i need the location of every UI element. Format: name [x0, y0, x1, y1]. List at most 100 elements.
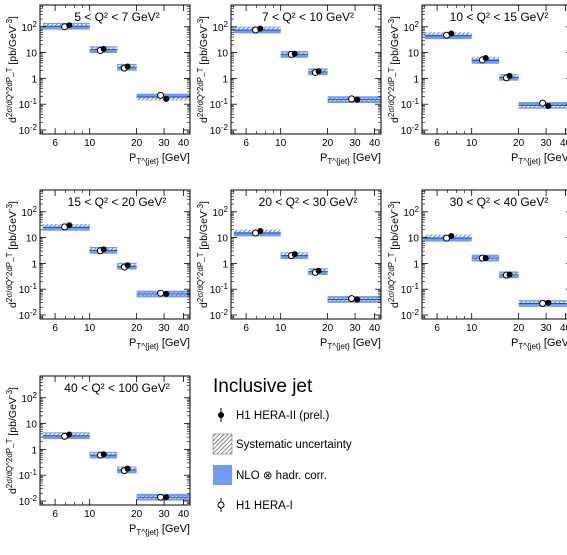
x-axis-label: PT^{jet} [GeV]: [129, 337, 190, 351]
x-tick-label: 40: [178, 509, 190, 520]
open-circle-icon: [217, 498, 225, 512]
hera2-point: [124, 465, 131, 472]
plot-frame: [421, 189, 567, 320]
plot-frame: [230, 189, 382, 320]
hera2-point: [291, 251, 298, 258]
y-tick-label: 10-1: [19, 97, 38, 111]
hera1-point: [157, 493, 165, 501]
y-tick-label: 102: [212, 205, 228, 219]
x-tick-label: 6: [243, 138, 249, 149]
hera2-point: [448, 233, 455, 240]
x-tick-label: 20: [513, 138, 525, 149]
y-tick-label: 102: [21, 205, 37, 219]
y-tick-label: 10-1: [401, 97, 420, 111]
hatched-box-icon: [212, 433, 233, 455]
legend-item-hera2: H1 HERA-II (prel.): [218, 408, 329, 422]
x-tick-label: 30: [541, 138, 553, 149]
hera1-point: [348, 295, 356, 303]
hera2-point: [257, 228, 264, 235]
x-axis-label: PT^{jet} [GeV]: [511, 337, 567, 351]
x-axis-label: PT^{jet} [GeV]: [320, 152, 381, 166]
plot-frame: [39, 189, 191, 320]
hera1-point: [348, 95, 356, 103]
hera2-point: [354, 96, 361, 103]
x-tick-label: 40: [560, 138, 567, 149]
panel-title: 10 < Q² < 15 GeV²: [450, 10, 549, 24]
chart-panel: 102 10 1 10-1 10-2 6 10 20 30 40 PT^{jet} [GeV] d2σ…: [5, 4, 191, 166]
y-tick-label: 10: [26, 420, 38, 431]
x-tick-label: 30: [541, 323, 553, 334]
x-tick-label: 20: [131, 138, 143, 149]
x-tick-label: 10: [275, 323, 287, 334]
y-tick-label: 10-2: [210, 123, 229, 137]
y-tick-label: 102: [403, 205, 419, 219]
hera2-point: [163, 95, 170, 102]
x-tick-label: 30: [159, 323, 171, 334]
x-tick-label: 20: [131, 323, 143, 334]
y-axis-label: d2σ/dQ^2dP_T [pb/GeV-3]: [5, 387, 19, 494]
chart-panel: 102 10 1 10-1 10-2 6 10 20 30 40 PT^{jet} [GeV] d2σ…: [387, 189, 567, 351]
x-tick-label: 20: [131, 509, 143, 520]
hera1-point: [157, 91, 165, 99]
blue-box-icon: [213, 465, 232, 485]
y-axis-label: d2σ/dQ^2dP_T [pb/GeV-3]: [387, 16, 401, 123]
y-tick-label: 102: [21, 20, 37, 34]
y-tick-label: 10-2: [19, 123, 38, 137]
x-axis-label: PT^{jet} [GeV]: [511, 152, 567, 166]
x-tick-label: 20: [322, 138, 334, 149]
x-tick-label: 6: [52, 138, 58, 149]
panel-title: 15 < Q² < 20 GeV²: [68, 195, 167, 209]
y-tick-label: 1: [413, 259, 419, 270]
panel-title: 20 < Q² < 30 GeV²: [259, 195, 358, 209]
hera2-point: [100, 246, 107, 253]
y-axis-label: d2σ/dQ^2dP_T [pb/GeV-3]: [196, 201, 210, 308]
chart-panel: 102 10 1 10-1 10-2 6 10 20 30 40 PT^{jet} [GeV] d2σ…: [387, 4, 567, 166]
y-axis-label: d2σ/dQ^2dP_T [pb/GeV-3]: [387, 201, 401, 308]
y-tick-label: 10-2: [401, 123, 420, 137]
y-tick-label: 10-1: [19, 282, 38, 296]
chart-panel: 102 10 1 10-1 10-2 6 10 20 30 40 PT^{jet} [GeV] d2σ…: [196, 4, 382, 166]
legend-label-hera1: H1 HERA-I: [236, 500, 293, 512]
x-tick-label: 40: [369, 138, 381, 149]
y-tick-label: 10: [408, 49, 420, 60]
chart-panel: 102 10 1 10-1 10-2 6 10 20 30 40 PT^{jet} [GeV] d2σ…: [5, 189, 191, 351]
x-tick-label: 30: [159, 509, 171, 520]
plot-frame: [39, 4, 191, 135]
hera2-point: [315, 68, 322, 75]
x-axis-label: PT^{jet} [GeV]: [129, 152, 190, 166]
y-tick-label: 10-2: [19, 308, 38, 322]
hera2-point: [66, 222, 73, 229]
chart-panel: 102 10 1 10-1 10-2 6 10 20 30 40 PT^{jet} [GeV] d2σ…: [196, 189, 382, 351]
hera2-point: [315, 267, 322, 274]
y-tick-label: 1: [222, 74, 228, 85]
x-tick-label: 6: [243, 323, 249, 334]
legend-item-nlo: NLO ⊗ hadr. corr.: [213, 465, 327, 485]
x-tick-label: 30: [159, 138, 171, 149]
y-axis-label: d2σ/dQ^2dP_T [pb/GeV-3]: [5, 16, 19, 123]
hera1-point: [539, 299, 547, 307]
x-tick-label: 10: [466, 138, 478, 149]
x-tick-label: 40: [369, 323, 381, 334]
x-tick-label: 10: [84, 323, 96, 334]
y-tick-label: 10: [217, 234, 229, 245]
y-axis-label: d2σ/dQ^2dP_T [pb/GeV-3]: [5, 201, 19, 308]
x-tick-label: 10: [466, 323, 478, 334]
hera2-point: [124, 63, 131, 70]
hera2-point: [506, 271, 513, 278]
x-tick-label: 30: [350, 323, 362, 334]
x-tick-label: 10: [84, 138, 96, 149]
y-tick-label: 10: [26, 234, 38, 245]
plot-frame: [230, 4, 382, 135]
x-tick-label: 6: [52, 509, 58, 520]
legend-title: Inclusive jet: [213, 376, 313, 397]
hera2-point: [163, 494, 170, 501]
panel-title: 40 < Q² < 100 GeV²: [64, 381, 169, 395]
hera2-point: [354, 296, 361, 303]
hera2-point: [66, 431, 73, 438]
y-tick-label: 1: [413, 74, 419, 85]
hera1-point: [539, 99, 547, 107]
hera2-point: [506, 72, 513, 79]
hera2-point: [482, 54, 489, 61]
